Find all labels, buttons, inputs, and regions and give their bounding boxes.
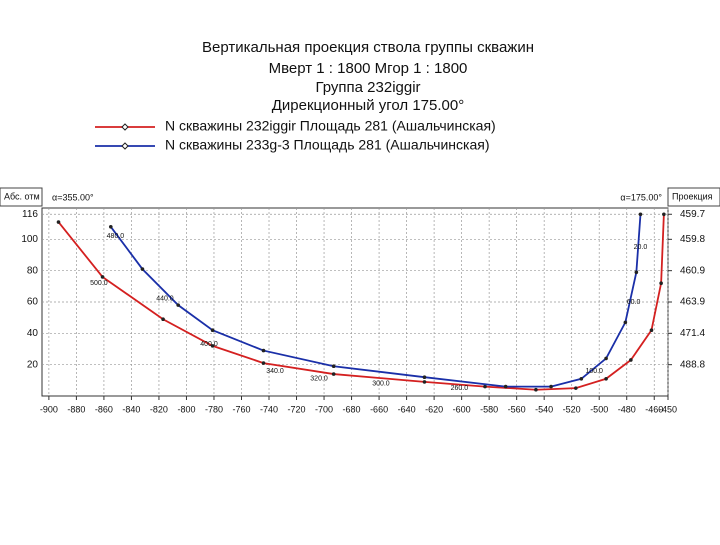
point — [649, 328, 654, 333]
x-tick-label: -620 — [425, 404, 443, 414]
x-tick-label: -540 — [535, 404, 553, 414]
x-tick-label: -640 — [398, 404, 416, 414]
y2-axis-label: Проекция — [672, 191, 713, 201]
y-tick-label: 100 — [21, 234, 38, 245]
x-tick-label: -800 — [177, 404, 195, 414]
x-tick-label: -520 — [563, 404, 581, 414]
point — [483, 384, 487, 389]
point — [331, 372, 336, 376]
y2-tick-label: 459.8 — [680, 234, 705, 245]
point — [261, 361, 266, 365]
subtitle: Мверт 1 : 1800 Мгор 1 : 1800 — [269, 60, 468, 77]
point — [210, 328, 215, 333]
annotation: 260.0 — [451, 385, 469, 392]
subtitle: Группа 232iggir — [315, 79, 420, 96]
point — [604, 376, 608, 381]
series-line — [57, 214, 665, 391]
x-tick-label: -600 — [453, 404, 471, 414]
point — [100, 275, 105, 279]
y-tick-label: 116 — [22, 209, 38, 220]
annotation: 320.0 — [310, 376, 328, 383]
point — [56, 220, 61, 224]
y2-tick-label: 471.4 — [680, 328, 705, 339]
annotation: 300.0 — [372, 380, 390, 387]
x-tick-label: -560 — [508, 404, 526, 414]
point — [422, 375, 427, 380]
y-tick-label: 40 — [27, 328, 39, 339]
x-tick-label: -740 — [260, 404, 278, 414]
y-tick-label: 80 — [27, 265, 39, 276]
point — [161, 317, 165, 322]
x-tick-label: -700 — [315, 404, 333, 414]
point — [579, 376, 584, 381]
annotation: 480.0 — [107, 233, 125, 240]
legend-label: N скважины 232iggir Площадь 281 (Ашальчи… — [165, 118, 496, 134]
x-tick-label: -780 — [205, 404, 223, 414]
annotation: 60.0 — [627, 299, 641, 306]
point — [503, 384, 508, 389]
point — [638, 212, 643, 217]
point — [604, 356, 608, 361]
point — [629, 358, 633, 362]
x-tick-label: -760 — [232, 404, 250, 414]
x-tick-label: -580 — [480, 404, 498, 414]
x-tick-label: -900 — [40, 404, 58, 414]
x-tick-label: -460 — [645, 404, 663, 414]
x-tick-label: -660 — [370, 404, 388, 414]
y-tick-label: 20 — [27, 359, 39, 370]
x-tick-label: -720 — [288, 404, 306, 414]
annotation: 20.0 — [634, 244, 648, 251]
point — [422, 380, 427, 384]
azimuth-label: α=175.00° — [620, 192, 662, 202]
subtitle: Дирекционный угол 175.00° — [272, 97, 464, 114]
x-tick-label: -880 — [67, 404, 85, 414]
annotation: 440.0 — [156, 296, 174, 303]
label-box — [0, 187, 43, 207]
legend-label: N скважины 233g-3 Площадь 281 (Ашальчинс… — [165, 137, 489, 153]
y2-tick-label: 459.7 — [680, 209, 705, 220]
point — [176, 303, 181, 307]
y-axis-label: Абс. отм — [4, 191, 40, 201]
point — [261, 348, 266, 353]
x-tick-label: -860 — [95, 404, 113, 414]
x-tick-label: -680 — [343, 404, 361, 414]
point — [574, 386, 578, 390]
point — [108, 225, 113, 229]
y2-tick-label: 460.9 — [680, 265, 705, 276]
x-tick-label: -480 — [618, 404, 636, 414]
point — [534, 387, 538, 392]
annotation: 400.0 — [200, 341, 218, 348]
annotation: 100.0 — [585, 368, 603, 375]
chart-title: Вертикальная проекция ствола группы сква… — [202, 39, 534, 56]
y2-tick-label: 463.9 — [680, 297, 705, 308]
annotation: 340.0 — [266, 368, 284, 375]
series-line — [110, 214, 642, 388]
point — [331, 364, 336, 369]
x-tick-label: -500 — [590, 404, 608, 414]
annotation: 500.0 — [90, 280, 108, 287]
x-tick-label: -820 — [150, 404, 168, 414]
y2-tick-label: 488.8 — [680, 359, 705, 370]
point — [659, 281, 663, 286]
point — [140, 267, 145, 271]
x-tick-label: -840 — [122, 404, 140, 414]
legend-marker — [121, 142, 129, 150]
point — [210, 344, 215, 348]
point — [634, 270, 639, 275]
x-tick-label: -450 — [659, 404, 677, 414]
y-tick-label: 60 — [27, 297, 39, 308]
point — [662, 212, 666, 217]
point — [623, 320, 628, 325]
azimuth-label: α=355.00° — [52, 192, 94, 202]
point — [549, 384, 553, 389]
legend-marker — [121, 123, 129, 131]
label-box — [667, 187, 720, 207]
